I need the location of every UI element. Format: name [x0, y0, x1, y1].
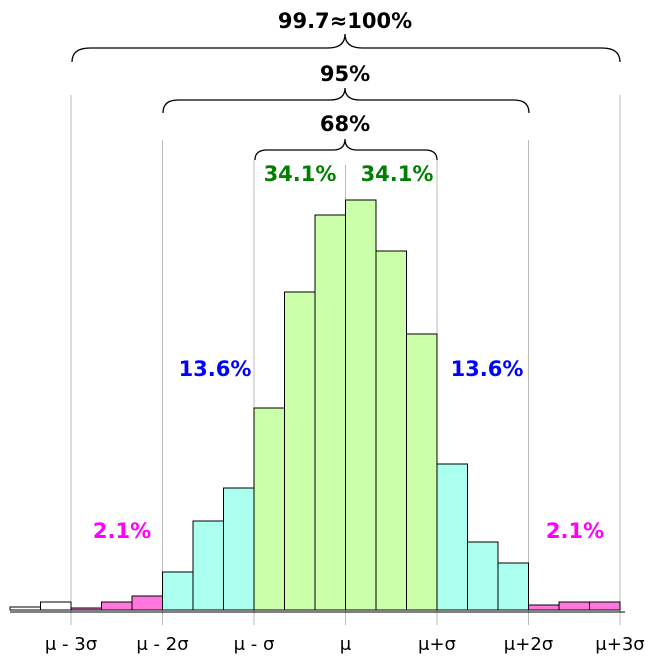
annotation: 34.1%	[264, 162, 337, 186]
annotation: 34.1%	[361, 162, 434, 186]
annotation: 99.7≈100%	[278, 9, 412, 33]
x-tick-label: μ - σ	[234, 634, 275, 655]
annotation: 95%	[320, 62, 370, 86]
annotation: 2.1%	[546, 519, 604, 543]
bar	[436, 463, 468, 611]
bar	[375, 250, 407, 611]
bar	[192, 520, 224, 611]
annotation: 2.1%	[93, 519, 151, 543]
x-tick-label: μ+σ	[418, 634, 456, 655]
x-tick-label: μ - 2σ	[136, 634, 188, 655]
bar	[9, 606, 41, 611]
bar	[101, 601, 133, 611]
bar	[284, 291, 316, 611]
bar	[131, 595, 163, 611]
bar	[345, 199, 377, 611]
bar	[589, 601, 621, 611]
bar	[40, 601, 72, 611]
bar	[406, 333, 438, 611]
brace	[71, 33, 621, 63]
bar	[223, 487, 255, 611]
annotation: 68%	[320, 112, 370, 136]
brace	[162, 87, 530, 114]
x-tick-label: μ	[340, 634, 352, 655]
bar	[528, 604, 560, 611]
bar	[467, 541, 499, 611]
annotation: 13.6%	[179, 357, 252, 381]
braces	[71, 33, 621, 161]
bar	[162, 571, 194, 611]
x-tick-label: μ+2σ	[504, 634, 553, 655]
bar	[497, 562, 529, 611]
bar	[70, 607, 102, 611]
annotation: 13.6%	[451, 357, 524, 381]
bar	[558, 601, 590, 611]
bar	[253, 407, 285, 611]
brace	[254, 138, 438, 161]
x-tick-label: μ+3σ	[595, 634, 644, 655]
x-tick-label: μ - 3σ	[45, 634, 97, 655]
bar	[314, 214, 346, 611]
